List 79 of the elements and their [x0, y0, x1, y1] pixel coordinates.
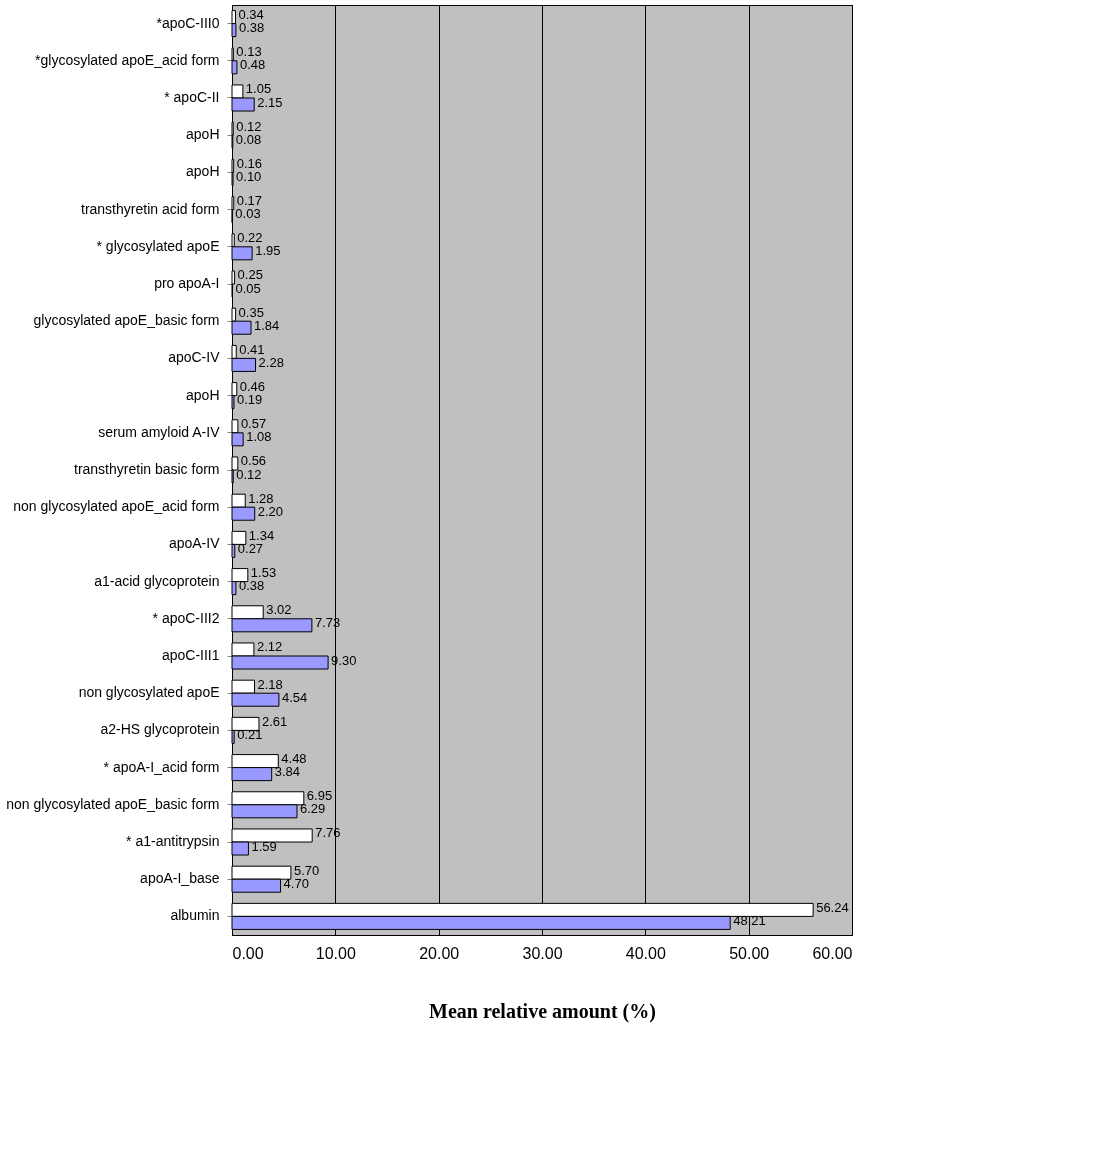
- data-label: 0.48: [239, 57, 266, 73]
- data-label: 0.10: [236, 168, 262, 184]
- y-tick-label: * apoC-III2: [152, 609, 220, 626]
- x-axis-title: Mean relative amount (%): [429, 999, 656, 1023]
- data-label: 0.19: [236, 392, 263, 408]
- y-tick-label: non glycosylated apoE_acid form: [13, 498, 220, 515]
- y-tick-label: apoC-IV: [168, 349, 221, 366]
- data-label: 3.84: [274, 764, 300, 780]
- data-label: 0.38: [238, 20, 265, 36]
- data-label: 0.12: [236, 466, 262, 482]
- data-label: 0.57: [240, 416, 267, 432]
- data-label: 6.95: [306, 788, 333, 804]
- x-tick-label: 10.00: [315, 944, 356, 962]
- data-label: 2.61: [261, 713, 288, 729]
- data-label: 0.38: [238, 578, 265, 594]
- data-label: 0.21: [237, 726, 263, 742]
- y-tick-label: glycosylated apoE_basic form: [33, 312, 220, 329]
- data-label: 2.15: [257, 94, 283, 110]
- y-tick-label: transthyretin basic form: [74, 461, 220, 477]
- y-tick-label: apoH: [186, 163, 220, 180]
- y-tick-label: albumin: [170, 907, 220, 924]
- y-tick-label: non glycosylated apoE: [78, 684, 220, 701]
- data-label: 0.03: [235, 206, 261, 222]
- x-tick-label: 20.00: [419, 944, 460, 962]
- data-label: 2.20: [257, 503, 284, 519]
- data-label: 0.56: [240, 453, 267, 469]
- data-label: 0.41: [239, 341, 265, 357]
- x-tick-label: 50.00: [729, 944, 770, 962]
- data-label: 0.35: [238, 304, 264, 320]
- data-label: 0.08: [235, 131, 262, 147]
- data-label: 5.70: [293, 862, 320, 878]
- y-tick-label: apoA-IV: [168, 535, 221, 552]
- y-tick-label: *glycosylated apoE_acid form: [35, 51, 220, 68]
- data-label: 1.84: [254, 317, 280, 333]
- data-label: 1.28: [248, 490, 274, 506]
- y-tick-label: non glycosylated apoE_basic form: [6, 795, 220, 812]
- data-label: 1.34: [248, 527, 275, 543]
- data-label: 6.29: [300, 801, 326, 817]
- x-tick-label: 60.00: [812, 944, 853, 962]
- y-tick-label: apoH: [186, 386, 220, 403]
- data-label: 0.12: [236, 118, 262, 134]
- y-tick-label: * a1-antitrypsin: [126, 833, 220, 849]
- y-tick-label: * apoA-I_acid form: [103, 758, 220, 775]
- y-tick-label: apoA-I_base: [140, 870, 220, 887]
- data-label: 4.70: [283, 875, 309, 891]
- data-label: 0.25: [237, 267, 263, 283]
- data-label: 1.53: [250, 565, 277, 581]
- y-tick-label: transthyretin acid form: [81, 200, 220, 217]
- data-label: 0.17: [236, 193, 263, 209]
- data-label: 1.08: [246, 429, 272, 445]
- y-tick-label: * apoC-II: [164, 89, 220, 105]
- data-label: 2.28: [258, 354, 284, 370]
- data-label: 0.22: [237, 230, 263, 246]
- x-tick-label: 0.00: [232, 944, 264, 962]
- data-label: 0.46: [239, 379, 266, 395]
- data-label: 0.13: [236, 44, 262, 60]
- y-tick-label: a1-acid glycoprotein: [94, 572, 220, 589]
- y-tick-label: apoH: [186, 126, 220, 143]
- data-label: 0.16: [236, 155, 262, 171]
- data-label: 0.34: [238, 7, 264, 23]
- data-label: 3.02: [266, 602, 292, 618]
- data-label: 1.05: [245, 81, 272, 97]
- data-label: 0.27: [237, 540, 264, 556]
- data-label: 1.59: [251, 838, 277, 854]
- data-label: 2.18: [257, 676, 283, 692]
- data-label: 2.12: [256, 639, 283, 655]
- x-tick-label: 30.00: [522, 944, 563, 962]
- y-tick-label: a2-HS glycoprotein: [100, 721, 220, 738]
- data-label: 0.05: [235, 280, 261, 296]
- data-label: 4.48: [281, 751, 307, 767]
- data-label: 56.24: [816, 899, 849, 915]
- y-tick-label: * glycosylated apoE: [96, 237, 220, 254]
- y-tick-label: apoC-III1: [161, 647, 220, 663]
- data-label: 1.95: [255, 243, 281, 259]
- y-tick-label: *apoC-III0: [156, 14, 220, 31]
- x-tick-label: 40.00: [625, 944, 666, 962]
- y-tick-label: pro apoA-I: [154, 275, 220, 291]
- y-tick-label: serum amyloid A-IV: [98, 423, 221, 440]
- data-label: 4.54: [281, 689, 308, 705]
